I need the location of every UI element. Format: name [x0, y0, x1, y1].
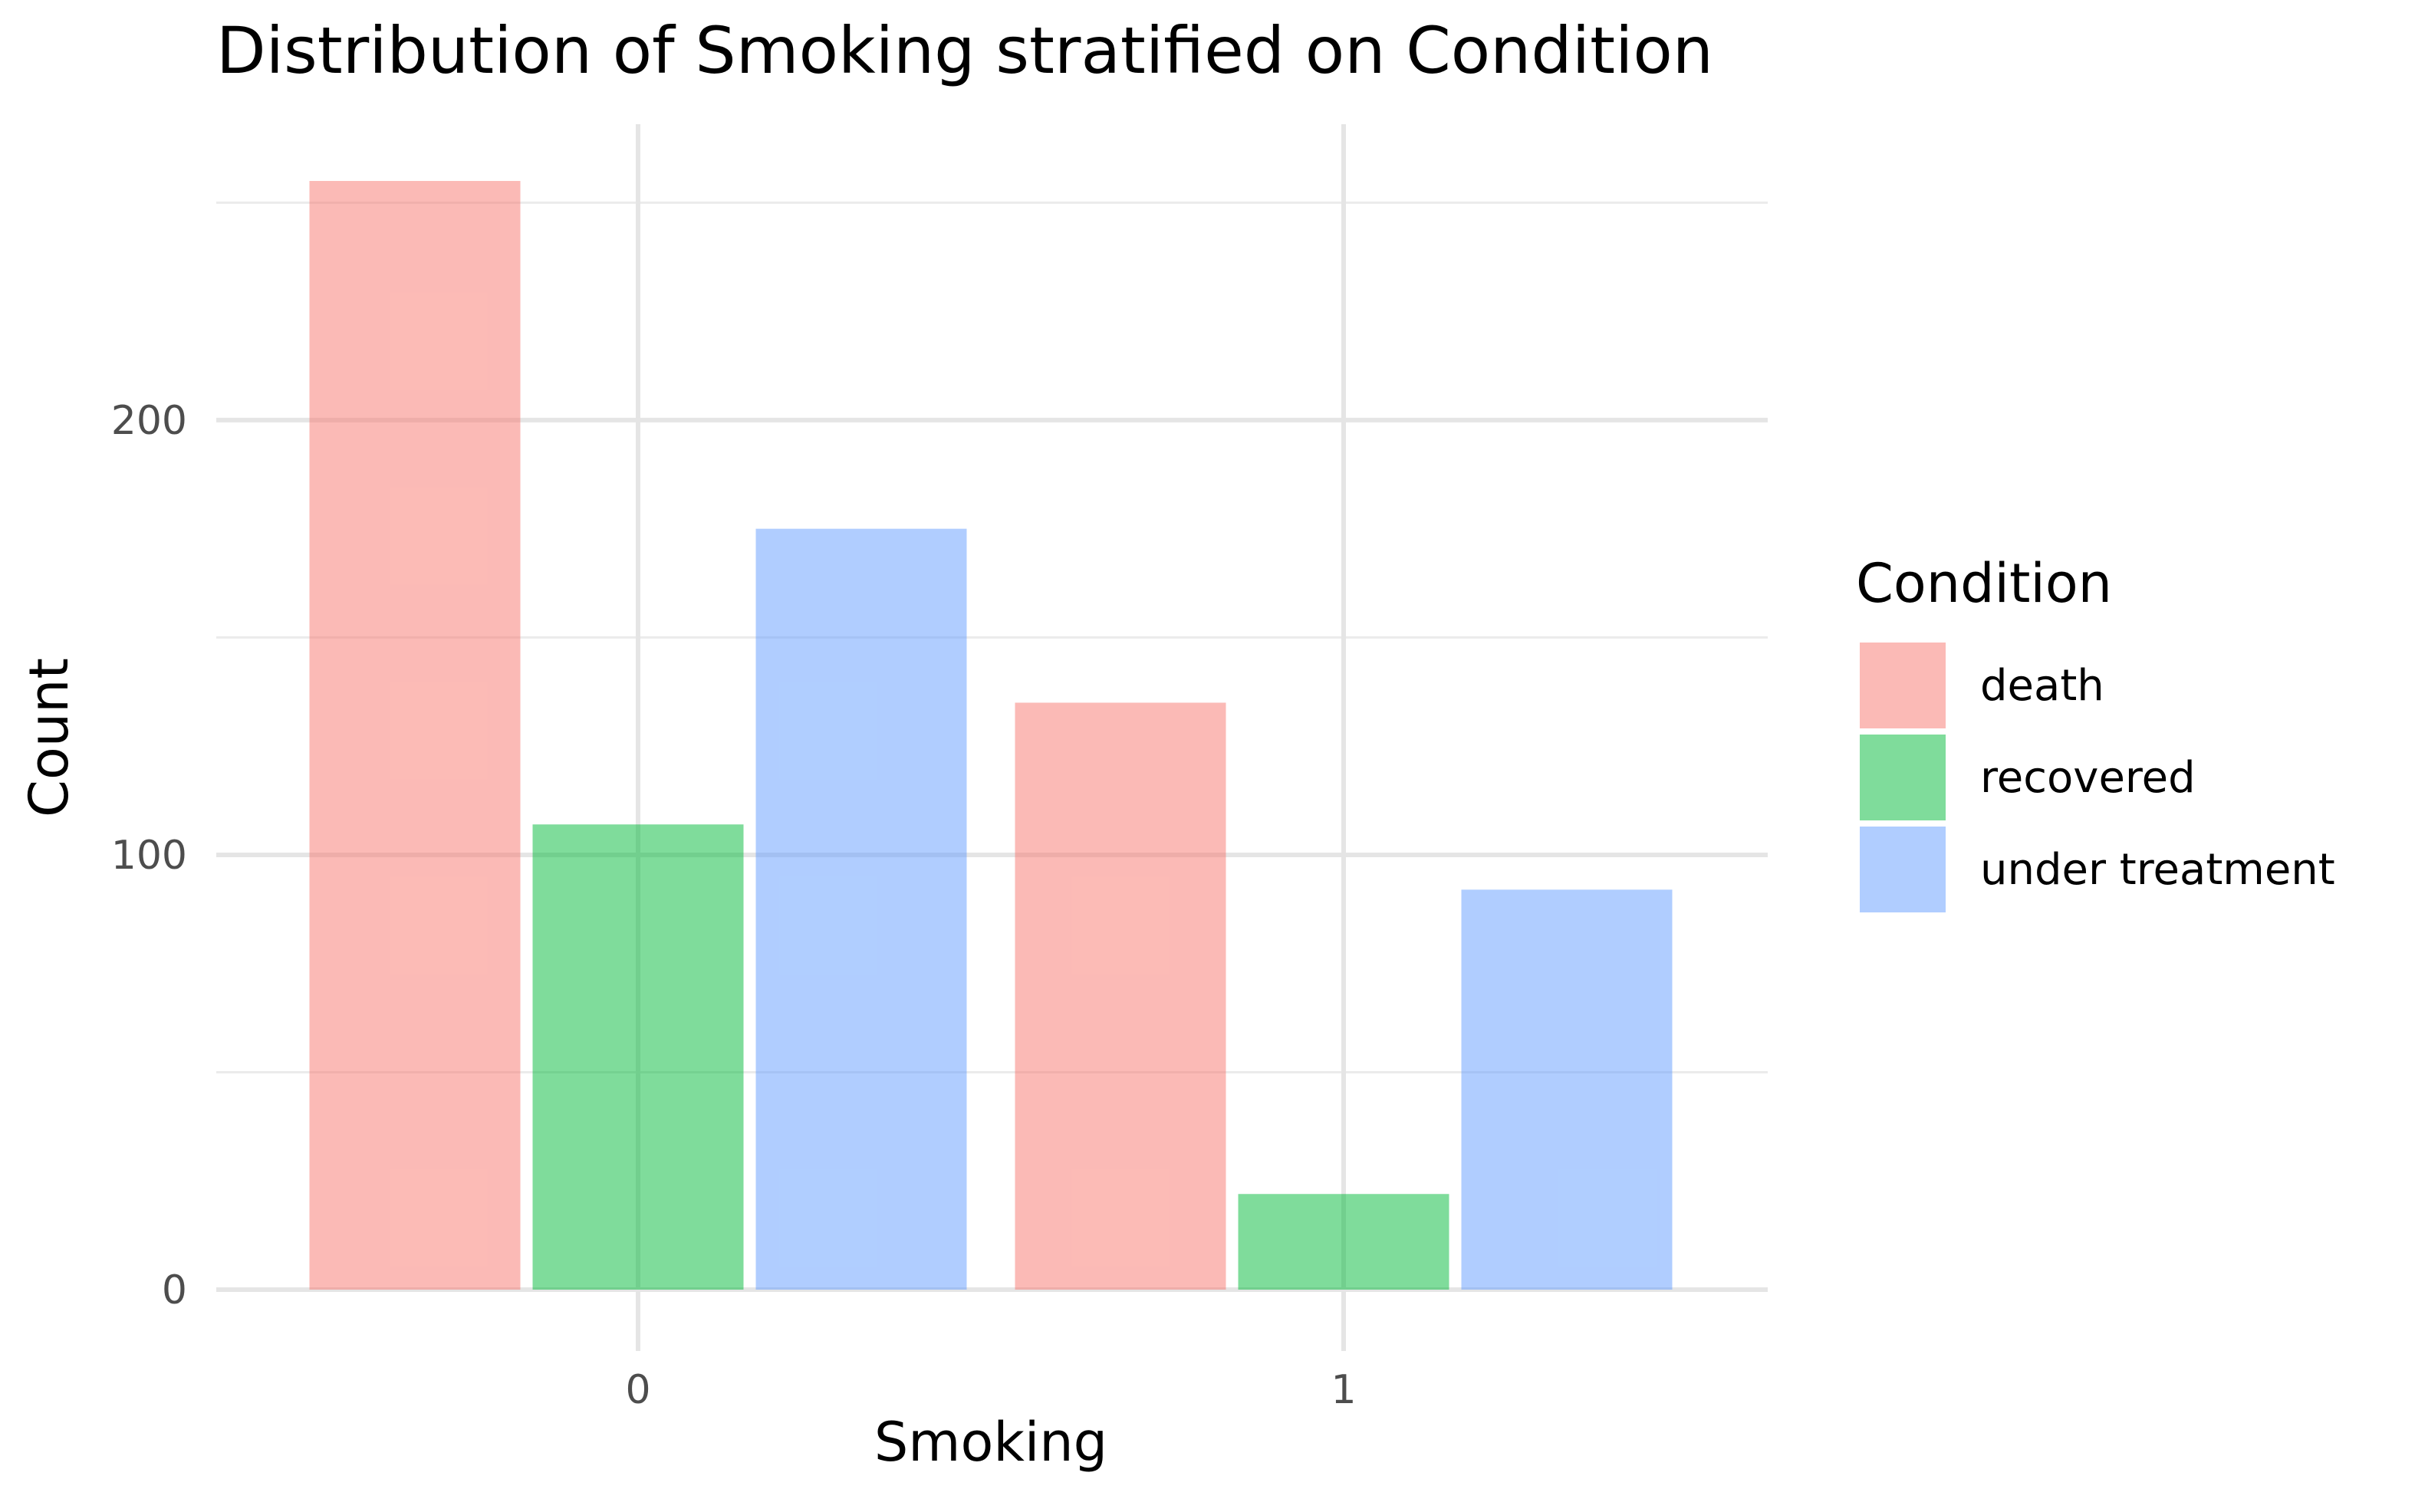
legend-key: [1860, 643, 1946, 728]
legend-label: recovered: [1980, 753, 2196, 803]
bar-death-1: [1015, 702, 1226, 1290]
bar-under-treatment-1: [1461, 889, 1673, 1290]
legend-label: death: [1980, 661, 2104, 711]
legend: Condition death recovered under treatment: [1856, 552, 2335, 912]
legend-item-death: death: [1860, 643, 2104, 728]
x-tick-label: 0: [625, 1367, 650, 1413]
legend-item-under-treatment: under treatment: [1860, 827, 2335, 912]
bar-under-treatment-0: [755, 528, 967, 1290]
x-axis-title: Smoking: [874, 1411, 1107, 1474]
bar-recovered-1: [1238, 1194, 1449, 1290]
y-tick-label: 0: [162, 1267, 187, 1313]
legend-key: [1860, 735, 1946, 820]
bar-death-0: [309, 181, 521, 1290]
bars-layer: [309, 181, 1673, 1290]
legend-item-recovered: recovered: [1860, 735, 2196, 820]
legend-items: death recovered under treatment: [1860, 643, 2335, 912]
chart-title: Distribution of Smoking stratified on Co…: [216, 13, 1713, 88]
y-axis-title: Count: [18, 658, 81, 817]
legend-title: Condition: [1856, 552, 2112, 615]
legend-label: under treatment: [1980, 845, 2335, 895]
legend-key: [1860, 827, 1946, 912]
bar-recovered-0: [532, 824, 744, 1290]
axis-layer: 0 100 200 0 1: [111, 398, 1357, 1413]
y-tick-label: 100: [111, 833, 187, 879]
x-tick-label: 1: [1331, 1367, 1356, 1413]
y-tick-label: 200: [111, 398, 187, 444]
